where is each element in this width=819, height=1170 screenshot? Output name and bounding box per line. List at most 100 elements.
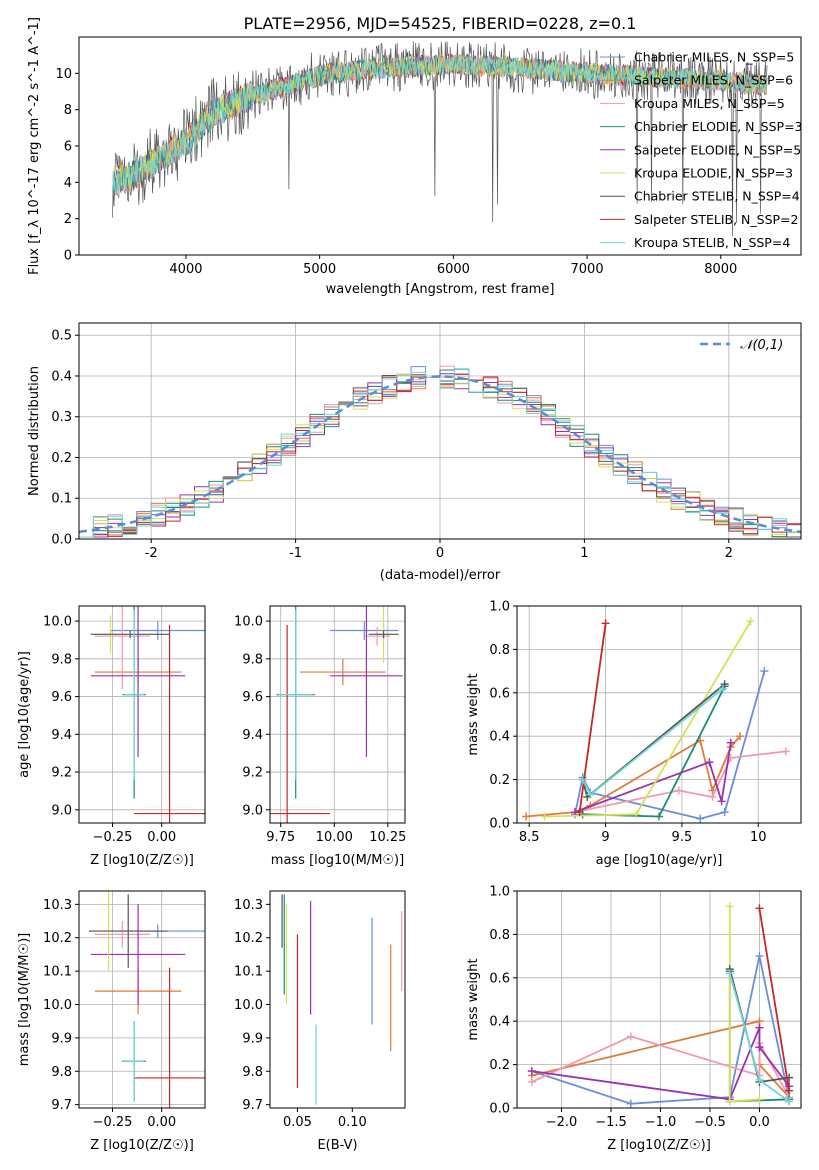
plot-area xyxy=(270,606,403,823)
y-tick-label: 9.2 xyxy=(51,766,72,781)
plot-area xyxy=(527,902,794,1108)
panel-mass_vs_Z: −0.25 0.00 9.7 9.8 9.9 10.0 10.1 10.2 10.3 Z [log… xyxy=(17,890,206,1153)
panel-spectrum: 4000 5000 6000 7000 8000 0 2 4 6 8 10 wavelength [A… xyxy=(27,17,803,297)
y-tick-label: 10.3 xyxy=(43,898,72,913)
y-axis-label: age [log10(age/yr)] xyxy=(17,651,32,778)
plot-area xyxy=(112,41,768,237)
y-tick-label: 0.0 xyxy=(489,1102,510,1117)
y-tick-label: 10.0 xyxy=(234,615,263,630)
x-tick-label: −0.5 xyxy=(694,1115,726,1130)
series-line xyxy=(578,623,607,813)
data-point-marker xyxy=(717,797,726,806)
x-tick-label: 9.5 xyxy=(672,830,693,845)
plot-area xyxy=(79,365,801,538)
data-point-marker xyxy=(540,812,549,821)
y-tick-label: 0.2 xyxy=(489,1058,510,1073)
x-tick-label: 10 xyxy=(750,830,767,845)
axes-frame xyxy=(516,890,802,1109)
y-tick-label: 8 xyxy=(64,103,72,118)
data-point-marker xyxy=(726,738,735,747)
x-axis-label: wavelength [Angstrom, rest frame] xyxy=(326,282,555,297)
data-point-marker xyxy=(632,810,641,819)
panel-age_vs_mass: 9.75 10.00 10.25 9.0 9.2 9.4 9.6 9.8 10.0 mass [l… xyxy=(234,605,406,868)
data-point-marker xyxy=(725,1097,734,1106)
y-tick-label: 4 xyxy=(64,176,72,191)
histogram-step xyxy=(79,369,801,538)
y-axis-label: mass [log10(M/M☉)] xyxy=(17,933,32,1066)
x-tick-label: 6000 xyxy=(437,262,470,277)
data-point-marker xyxy=(755,1043,764,1052)
x-tick-label: 0.00 xyxy=(147,1115,176,1130)
y-tick-label: 9.7 xyxy=(51,1098,72,1113)
x-tick-label: 5000 xyxy=(303,262,336,277)
data-point-marker xyxy=(527,1077,536,1086)
spectrum-line xyxy=(112,54,768,198)
y-tick-label: 9.4 xyxy=(51,728,72,743)
axes-frame xyxy=(269,605,406,824)
panel-massweight_vs_Z: −2.0 −1.5 −1.0 −0.5 0.0 0.0 0.2 0.4 0.6 0.8 1.0 Z [… xyxy=(466,885,802,1153)
axes-frame xyxy=(269,890,406,1109)
y-tick-label: 10.2 xyxy=(43,931,72,946)
figure-title: PLATE=2956, MJD=54525, FIBERID=0228, z=0… xyxy=(244,14,637,33)
data-point-marker xyxy=(785,1097,794,1106)
y-tick-label: 0.5 xyxy=(51,329,72,344)
data-point-marker xyxy=(755,904,764,913)
x-tick-label: 0.05 xyxy=(283,1115,312,1130)
legend-entry: Salpeter MILES, N_SSP=6 xyxy=(634,73,793,88)
data-point-marker xyxy=(626,1032,635,1041)
plot-area xyxy=(88,891,205,1108)
y-tick-label: 0.8 xyxy=(489,928,510,943)
data-point-marker xyxy=(586,790,595,799)
legend-entry: Chabrier MILES, N_SSP=5 xyxy=(634,50,794,65)
data-point-marker xyxy=(696,814,705,823)
data-point-marker xyxy=(626,1099,635,1108)
data-point-marker xyxy=(527,1067,536,1076)
data-point-marker xyxy=(785,1086,794,1095)
legend-entry: Kroupa MILES, N_SSP=5 xyxy=(634,96,785,111)
y-tick-label: 0.4 xyxy=(489,730,510,745)
x-tick-label: 0 xyxy=(436,546,444,561)
x-tick-label: 2 xyxy=(725,546,733,561)
spectrum-line xyxy=(112,53,768,198)
x-axis-label: mass [log10(M/M☉)] xyxy=(271,853,404,868)
y-tick-label: 0.4 xyxy=(51,369,72,384)
axes-frame xyxy=(78,605,206,824)
data-point-marker xyxy=(719,684,728,693)
data-point-marker xyxy=(720,808,729,817)
data-point-marker xyxy=(578,775,587,784)
y-tick-label: 9.6 xyxy=(51,690,72,705)
series-line xyxy=(758,908,790,1091)
y-tick-label: 1.0 xyxy=(489,885,510,900)
data-point-marker xyxy=(725,902,734,911)
data-point-marker xyxy=(601,619,610,628)
y-tick-label: 0.6 xyxy=(489,971,510,986)
axes-frame xyxy=(78,322,802,540)
y-tick-label: 0.2 xyxy=(51,451,72,466)
data-point-marker xyxy=(735,732,744,741)
x-tick-label: -2 xyxy=(145,546,158,561)
y-tick-label: 0.8 xyxy=(489,643,510,658)
y-tick-label: 9.8 xyxy=(51,1065,72,1080)
x-tick-label: −0.25 xyxy=(93,1115,133,1130)
y-tick-label: 10.0 xyxy=(43,615,72,630)
x-tick-label: -1 xyxy=(289,546,302,561)
y-tick-label: 2 xyxy=(64,212,72,227)
legend-entry: Salpeter STELIB, N_SSP=2 xyxy=(634,212,798,227)
y-tick-label: 9.0 xyxy=(242,803,263,818)
x-tick-label: 10.25 xyxy=(369,830,406,845)
y-tick-label: 9.9 xyxy=(242,1031,263,1046)
data-point-marker xyxy=(575,808,584,817)
panel-age_vs_Z: −0.25 0.00 9.0 9.2 9.4 9.6 9.8 10.0 Z [log10(Z/Z… xyxy=(17,605,206,868)
legend-entry: Chabrier STELIB, N_SSP=4 xyxy=(634,189,800,204)
series-line xyxy=(526,735,741,818)
legend-entry: 𝒩(0,1) xyxy=(740,338,783,353)
spectrum-line xyxy=(112,54,768,198)
y-tick-label: 10.1 xyxy=(234,965,263,980)
y-tick-label: 9.7 xyxy=(242,1098,263,1113)
y-tick-label: 10.1 xyxy=(43,965,72,980)
plot-area xyxy=(90,606,205,823)
x-tick-label: 7000 xyxy=(571,262,604,277)
panel-residuals: -2 -1 0 1 2 0.0 0.1 0.2 0.3 0.4 0.5 𝒩(0,1) (data-mod… xyxy=(27,322,802,583)
x-tick-label: 4000 xyxy=(169,262,202,277)
